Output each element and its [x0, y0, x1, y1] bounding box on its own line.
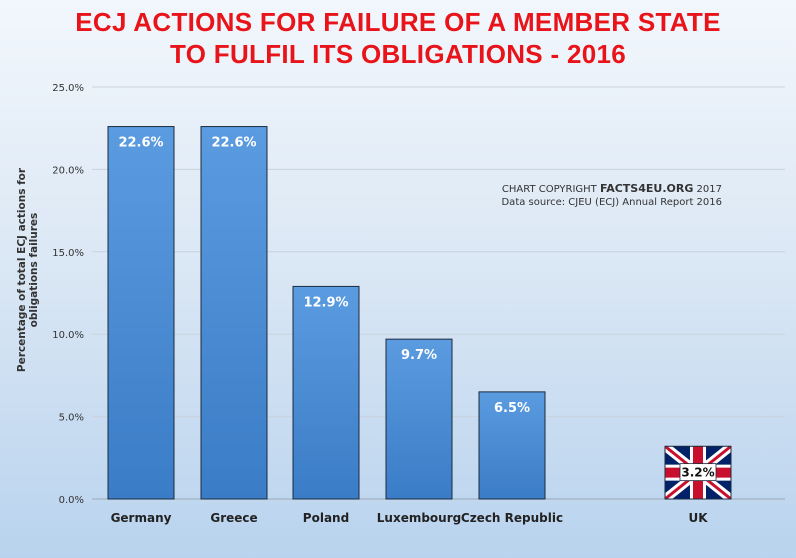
data-source-note: Data source: CJEU (ECJ) Annual Report 20…: [501, 197, 722, 208]
y-axis-ticks: 0.0% 5.0% 10.0% 15.0% 20.0% 25.0%: [52, 83, 84, 506]
data-label: 22.6%: [118, 136, 163, 151]
data-label: 3.2%: [681, 466, 714, 480]
x-tick-label: Greece: [210, 511, 257, 525]
x-tick-label: Luxembourg: [377, 511, 461, 525]
data-labels: 22.6% 22.6% 12.9% 9.7% 6.5% 3.2%: [118, 136, 717, 482]
x-tick-label: Czech Republic: [461, 511, 563, 525]
y-tick-label: 5.0%: [59, 413, 84, 424]
bar-poland: [292, 285, 360, 500]
copyright-line: CHART COPYRIGHT FACTS4EU.ORG 2017: [501, 182, 722, 196]
bar-germany: [107, 126, 175, 500]
chart-title: ECJ ACTIONS FOR FAILURE OF A MEMBER STAT…: [0, 6, 796, 70]
copyright-year: 2017: [693, 184, 722, 195]
data-label: 6.5%: [494, 401, 530, 416]
bar-greece: [200, 126, 268, 500]
data-label: 22.6%: [211, 136, 256, 151]
y-tick-label: 0.0%: [59, 495, 84, 506]
copyright-prefix: CHART COPYRIGHT: [501, 184, 600, 195]
data-label: 12.9%: [303, 295, 348, 310]
chart-title-line-1: ECJ ACTIONS FOR FAILURE OF A MEMBER STAT…: [75, 7, 721, 37]
y-tick-label: 20.0%: [52, 165, 84, 176]
x-axis-categories: Germany Greece Poland Luxembourg Czech Repub…: [111, 511, 709, 525]
chart-title-line-2: TO FULFIL ITS OBLIGATIONS - 2016: [170, 39, 626, 69]
bar-czech-republic: [478, 391, 546, 500]
y-tick-label: 15.0%: [52, 248, 84, 259]
bars: [107, 126, 732, 500]
copyright-note: CHART COPYRIGHT FACTS4EU.ORG 2017 Data s…: [501, 182, 722, 209]
x-tick-label: Germany: [111, 511, 172, 525]
data-label-box: [679, 463, 717, 482]
x-tick-label: Poland: [303, 511, 349, 525]
x-tick-label: UK: [688, 511, 708, 525]
copyright-brand: FACTS4EU.ORG: [599, 182, 694, 195]
bar-luxembourg: [385, 338, 453, 500]
y-tick-label: 25.0%: [52, 83, 84, 94]
y-tick-label: 10.0%: [52, 330, 84, 341]
data-label: 9.7%: [401, 348, 437, 363]
